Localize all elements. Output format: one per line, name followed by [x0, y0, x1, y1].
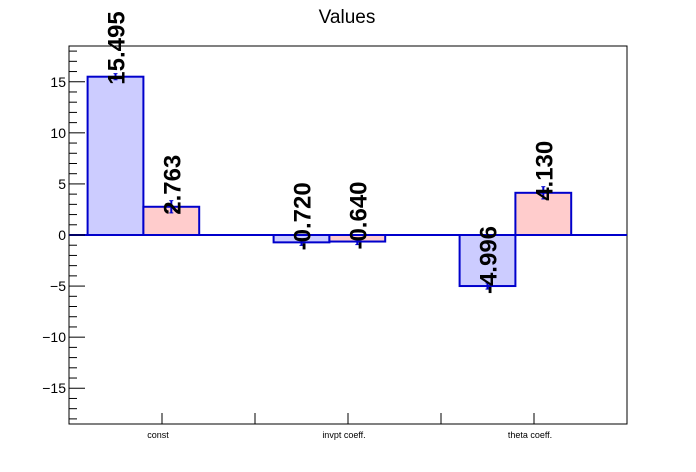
- chart-title: Values: [319, 7, 376, 28]
- y-tick-label: 15: [50, 74, 66, 90]
- data-label: -0.720: [290, 182, 317, 250]
- x-tick-label: const: [147, 430, 169, 440]
- y-tick-label: 0: [58, 227, 66, 243]
- y-tick-label: −5: [50, 278, 66, 294]
- axes-layer: −15 −10 −5 0 5 10 15 const invpt coeff. theta coe…: [42, 50, 628, 440]
- data-label: -0.640: [345, 181, 372, 249]
- x-tick-label: theta coeff.: [508, 430, 552, 440]
- bars-layer: [86, 73, 573, 290]
- data-label: -4.996: [476, 226, 503, 294]
- data-label: 4.130: [531, 141, 558, 201]
- data-label: 2.763: [159, 155, 186, 215]
- x-tick-label: invpt coeff.: [322, 430, 365, 440]
- data-labels-layer: 15.495 -0.720 -4.996 2.763 -0.640 4.130: [104, 11, 559, 294]
- y-tick-label: 10: [50, 125, 66, 141]
- y-tick-label: −15: [42, 380, 66, 396]
- y-tick-label: −10: [42, 329, 66, 345]
- data-label: 15.495: [104, 11, 131, 84]
- bar: [86, 75, 145, 237]
- y-tick-label: 5: [58, 176, 66, 192]
